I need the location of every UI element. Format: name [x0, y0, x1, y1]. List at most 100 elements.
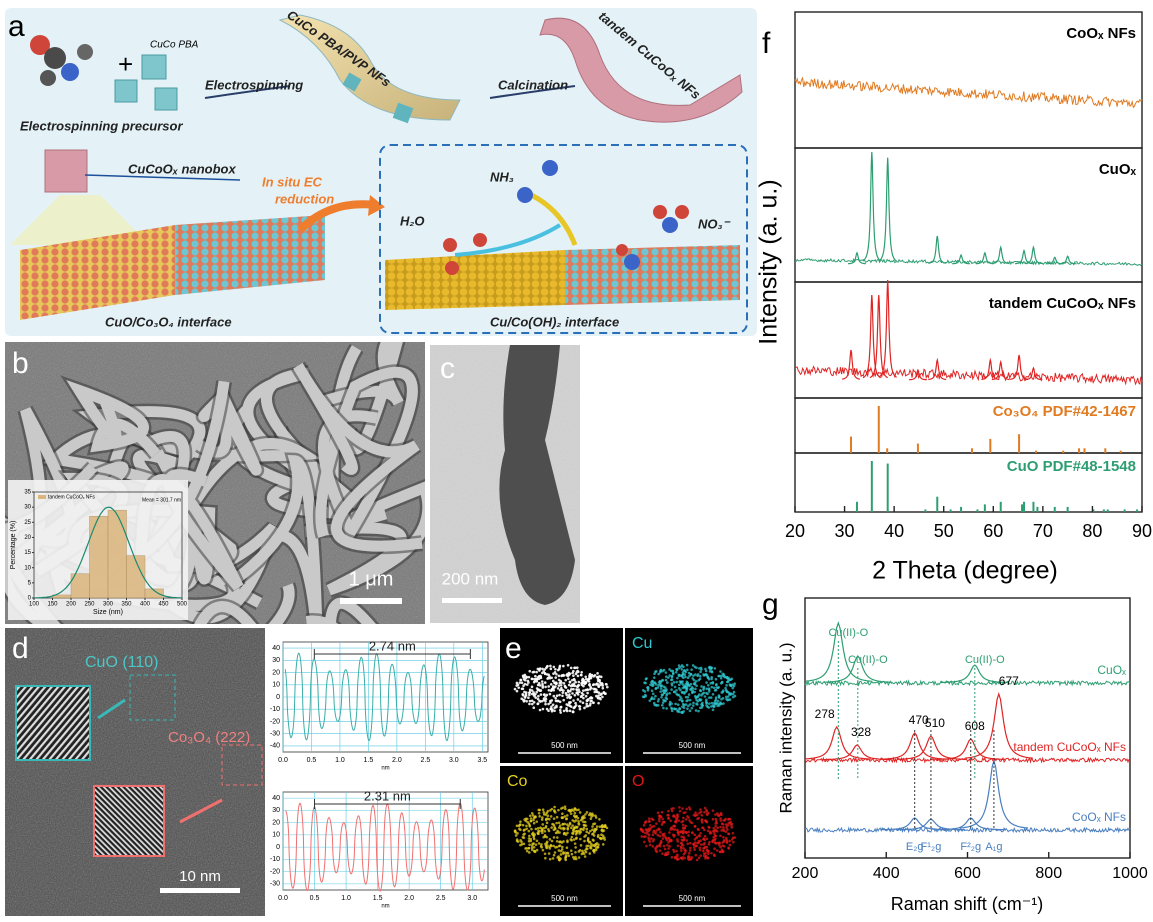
eds-signal: [703, 834, 707, 838]
y-tick-label: 10: [24, 565, 31, 571]
eds-signal: [733, 682, 736, 686]
eds-signal: [536, 831, 540, 835]
eds-signal: [668, 831, 671, 834]
eds-signal: [665, 707, 668, 710]
eds-signal: [681, 831, 685, 835]
arrow: [97, 698, 126, 720]
eds-signal: [654, 830, 657, 833]
eds-signal: [722, 835, 725, 839]
eds-signal: [580, 678, 584, 682]
eds-signal: [658, 679, 662, 683]
eds-signal: [688, 819, 691, 822]
spectrum-baseline: [804, 756, 1131, 764]
cube: [114, 79, 138, 103]
eds-signal: [541, 667, 544, 671]
eds-signal: [667, 809, 670, 813]
eds-signal: [699, 832, 702, 835]
eds-signal: [547, 688, 551, 692]
eds-signal: [676, 703, 680, 706]
eds-signal: [530, 685, 534, 689]
eds-signal: [519, 820, 522, 823]
eds-signal: [576, 666, 579, 669]
eds-signal: [668, 844, 672, 848]
eds-signal: [710, 675, 714, 679]
eds-signal: [571, 692, 574, 695]
eds-signal: [711, 681, 715, 685]
eds-signal: [680, 697, 683, 700]
eds-signal: [534, 827, 538, 831]
eds-signal: [711, 809, 715, 812]
eds-signal: [651, 692, 655, 696]
diffraction-peak: [928, 235, 947, 264]
eds-signal: [729, 684, 733, 687]
eds-signal: [582, 693, 585, 696]
eds-signal: [686, 695, 690, 699]
eds-signal: [533, 849, 537, 853]
eds-signal: [675, 849, 678, 853]
eds-signal: [677, 683, 681, 687]
eds-signal: [550, 705, 553, 708]
eds-signal: [568, 701, 571, 705]
eds-signal: [538, 699, 541, 703]
eds-signal: [548, 675, 551, 678]
eds-signal: [579, 830, 583, 834]
eds-signal: [709, 696, 713, 699]
eds-signal: [685, 668, 689, 672]
eds-signal: [561, 845, 564, 849]
y-tick-label: -30: [270, 731, 280, 738]
eds-signal: [728, 843, 732, 847]
eds-signal: [591, 832, 594, 836]
eds-signal: [695, 702, 698, 706]
eds-signal: [571, 855, 575, 859]
eds-signal: [589, 817, 593, 821]
eds-signal: [552, 836, 556, 839]
x-tick-label: 400: [873, 865, 900, 882]
eds-signal: [652, 697, 656, 701]
eds-signal: [714, 677, 718, 681]
eds-signal: [570, 687, 573, 691]
eds-signal: [657, 814, 661, 818]
eds-signal: [553, 827, 557, 831]
eds-signal: [573, 705, 577, 708]
eds-signal: [713, 829, 716, 833]
eds-signal: [692, 674, 695, 677]
eds-signal: [574, 701, 577, 705]
eds-signal: [704, 669, 708, 673]
eds-signal: [661, 834, 665, 837]
eds-signal: [662, 706, 665, 710]
eds-signal: [685, 689, 688, 693]
eds-signal: [531, 814, 535, 817]
eds-signal: [521, 836, 525, 839]
eds-signal: [577, 819, 580, 823]
eds-signal: [707, 702, 711, 705]
band-label: Cu(II)-O: [828, 627, 868, 639]
eds-signal: [701, 821, 704, 824]
eds-signal: [587, 813, 591, 817]
panel-label: f: [762, 27, 771, 60]
eds-signal: [694, 811, 697, 814]
eds-signal: [681, 829, 685, 832]
eds-signal: [541, 848, 545, 852]
eds-signal: [714, 696, 718, 699]
eds-signal: [661, 852, 664, 855]
x-tick-label: 50: [934, 521, 954, 541]
eds-signal: [699, 854, 703, 857]
intensity-profile: [285, 802, 485, 892]
eds-signal: [571, 710, 575, 713]
eds-signal: [694, 853, 698, 857]
eds-signal: [579, 700, 582, 703]
eds-signal: [558, 840, 561, 844]
y-tick-label: 5: [28, 580, 32, 586]
eds-signal: [644, 835, 647, 838]
eds-signal: [530, 827, 533, 831]
eds-signal: [698, 811, 701, 815]
eds-signal: [562, 674, 565, 677]
eds-signal: [660, 703, 664, 707]
eds-signal: [715, 819, 718, 823]
eds-signal: [676, 676, 679, 680]
eds-signal: [576, 816, 580, 820]
eds-signal: [680, 849, 683, 852]
eds-signal: [682, 816, 685, 820]
eds-signal: [667, 847, 670, 850]
eds-signal: [672, 681, 676, 684]
